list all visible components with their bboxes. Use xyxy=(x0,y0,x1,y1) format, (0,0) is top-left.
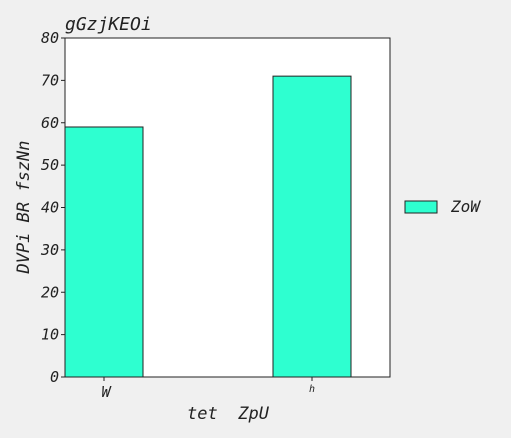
legend-label-zow: ZoW xyxy=(450,197,481,216)
y-tick-label: 40 xyxy=(41,199,59,217)
y-tick-label: 60 xyxy=(41,114,59,132)
legend: ZoW xyxy=(404,197,481,216)
x-tick-label: h xyxy=(309,384,315,395)
y-axis: 0 10 20 30 40 50 60 70 80 xyxy=(40,29,65,386)
bars-layer xyxy=(64,75,352,378)
x-tick-label: W xyxy=(101,383,112,401)
y-tick-label: 70 xyxy=(41,71,59,89)
y-tick-label: 10 xyxy=(41,326,59,344)
chart-title: gGzjKEOi xyxy=(65,14,152,35)
y-axis-label: DVPi BR fszNn xyxy=(14,140,34,274)
x-axis-label: tet ZpU xyxy=(187,404,270,424)
legend-swatch-zow xyxy=(404,200,438,214)
y-tick-label: 20 xyxy=(41,283,59,301)
y-tick-label: 30 xyxy=(40,241,59,259)
bar-w xyxy=(64,126,144,378)
y-tick-label: 80 xyxy=(41,29,59,47)
y-tick-label: 50 xyxy=(41,156,59,174)
bar-h xyxy=(272,75,352,378)
y-tick-label: 0 xyxy=(50,368,59,386)
